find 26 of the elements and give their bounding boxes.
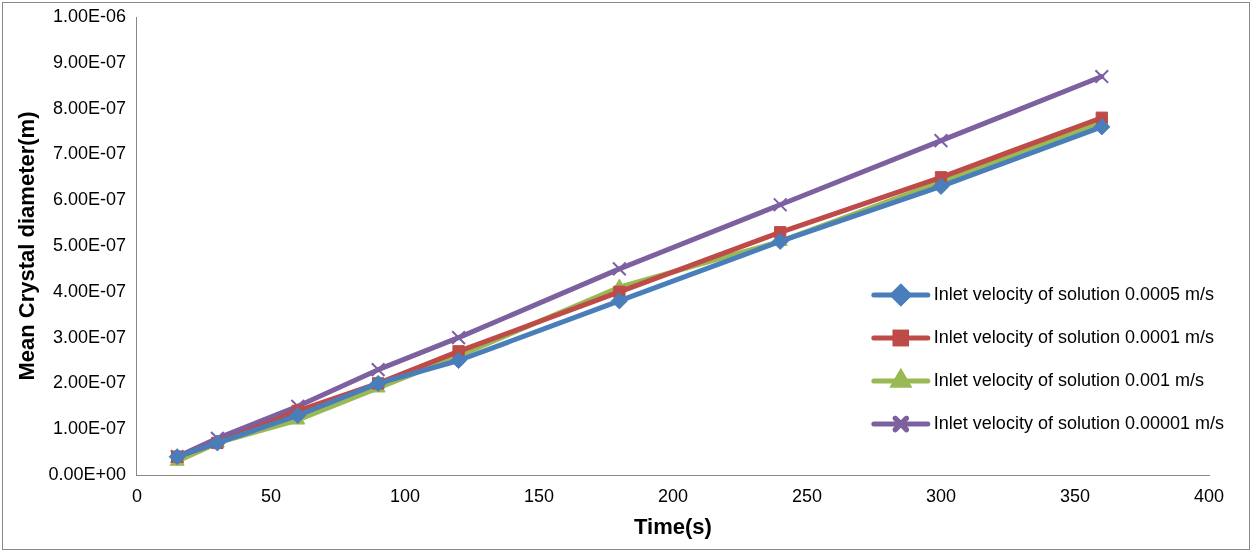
x-tick-label: 200 bbox=[657, 485, 689, 506]
y-tick-label: 9.00E-07 bbox=[52, 51, 126, 72]
x-tick-label: 250 bbox=[791, 485, 823, 506]
legend-label: Inlet velocity of solution 0.001 m/s bbox=[933, 369, 1204, 390]
legend-label: Inlet velocity of solution 0.0001 m/s bbox=[933, 326, 1214, 347]
y-tick-label: 2.00E-07 bbox=[52, 372, 126, 393]
y-tick-label: 4.00E-07 bbox=[52, 280, 126, 301]
legend-label: Inlet velocity of solution 0.00001 m/s bbox=[933, 412, 1225, 433]
x-tick-label: 350 bbox=[1059, 485, 1091, 506]
x-tick-label: 100 bbox=[389, 485, 420, 506]
y-tick-label: 6.00E-07 bbox=[52, 189, 126, 210]
y-tick-label: 1.00E-07 bbox=[52, 418, 126, 439]
x-tick-label: 0 bbox=[131, 485, 142, 506]
x-tick-label: 300 bbox=[925, 485, 957, 506]
y-tick-label: 0.00E+00 bbox=[48, 463, 126, 484]
y-tick-label: 5.00E-07 bbox=[52, 234, 126, 255]
y-tick-label: 3.00E-07 bbox=[52, 326, 126, 347]
x-axis-title: Time(s) bbox=[634, 513, 712, 539]
y-tick-label: 8.00E-07 bbox=[52, 97, 126, 118]
x-tick-label: 150 bbox=[523, 485, 555, 506]
x-tick-label: 50 bbox=[260, 485, 281, 506]
legend-label: Inlet velocity of solution 0.0005 m/s bbox=[933, 283, 1214, 304]
y-tick-label: 1.00E-06 bbox=[52, 5, 126, 26]
y-axis-title: Mean Crystal diameter(m) bbox=[14, 111, 40, 381]
x-tick-label: 400 bbox=[1193, 485, 1225, 506]
y-tick-label: 7.00E-07 bbox=[52, 143, 126, 164]
